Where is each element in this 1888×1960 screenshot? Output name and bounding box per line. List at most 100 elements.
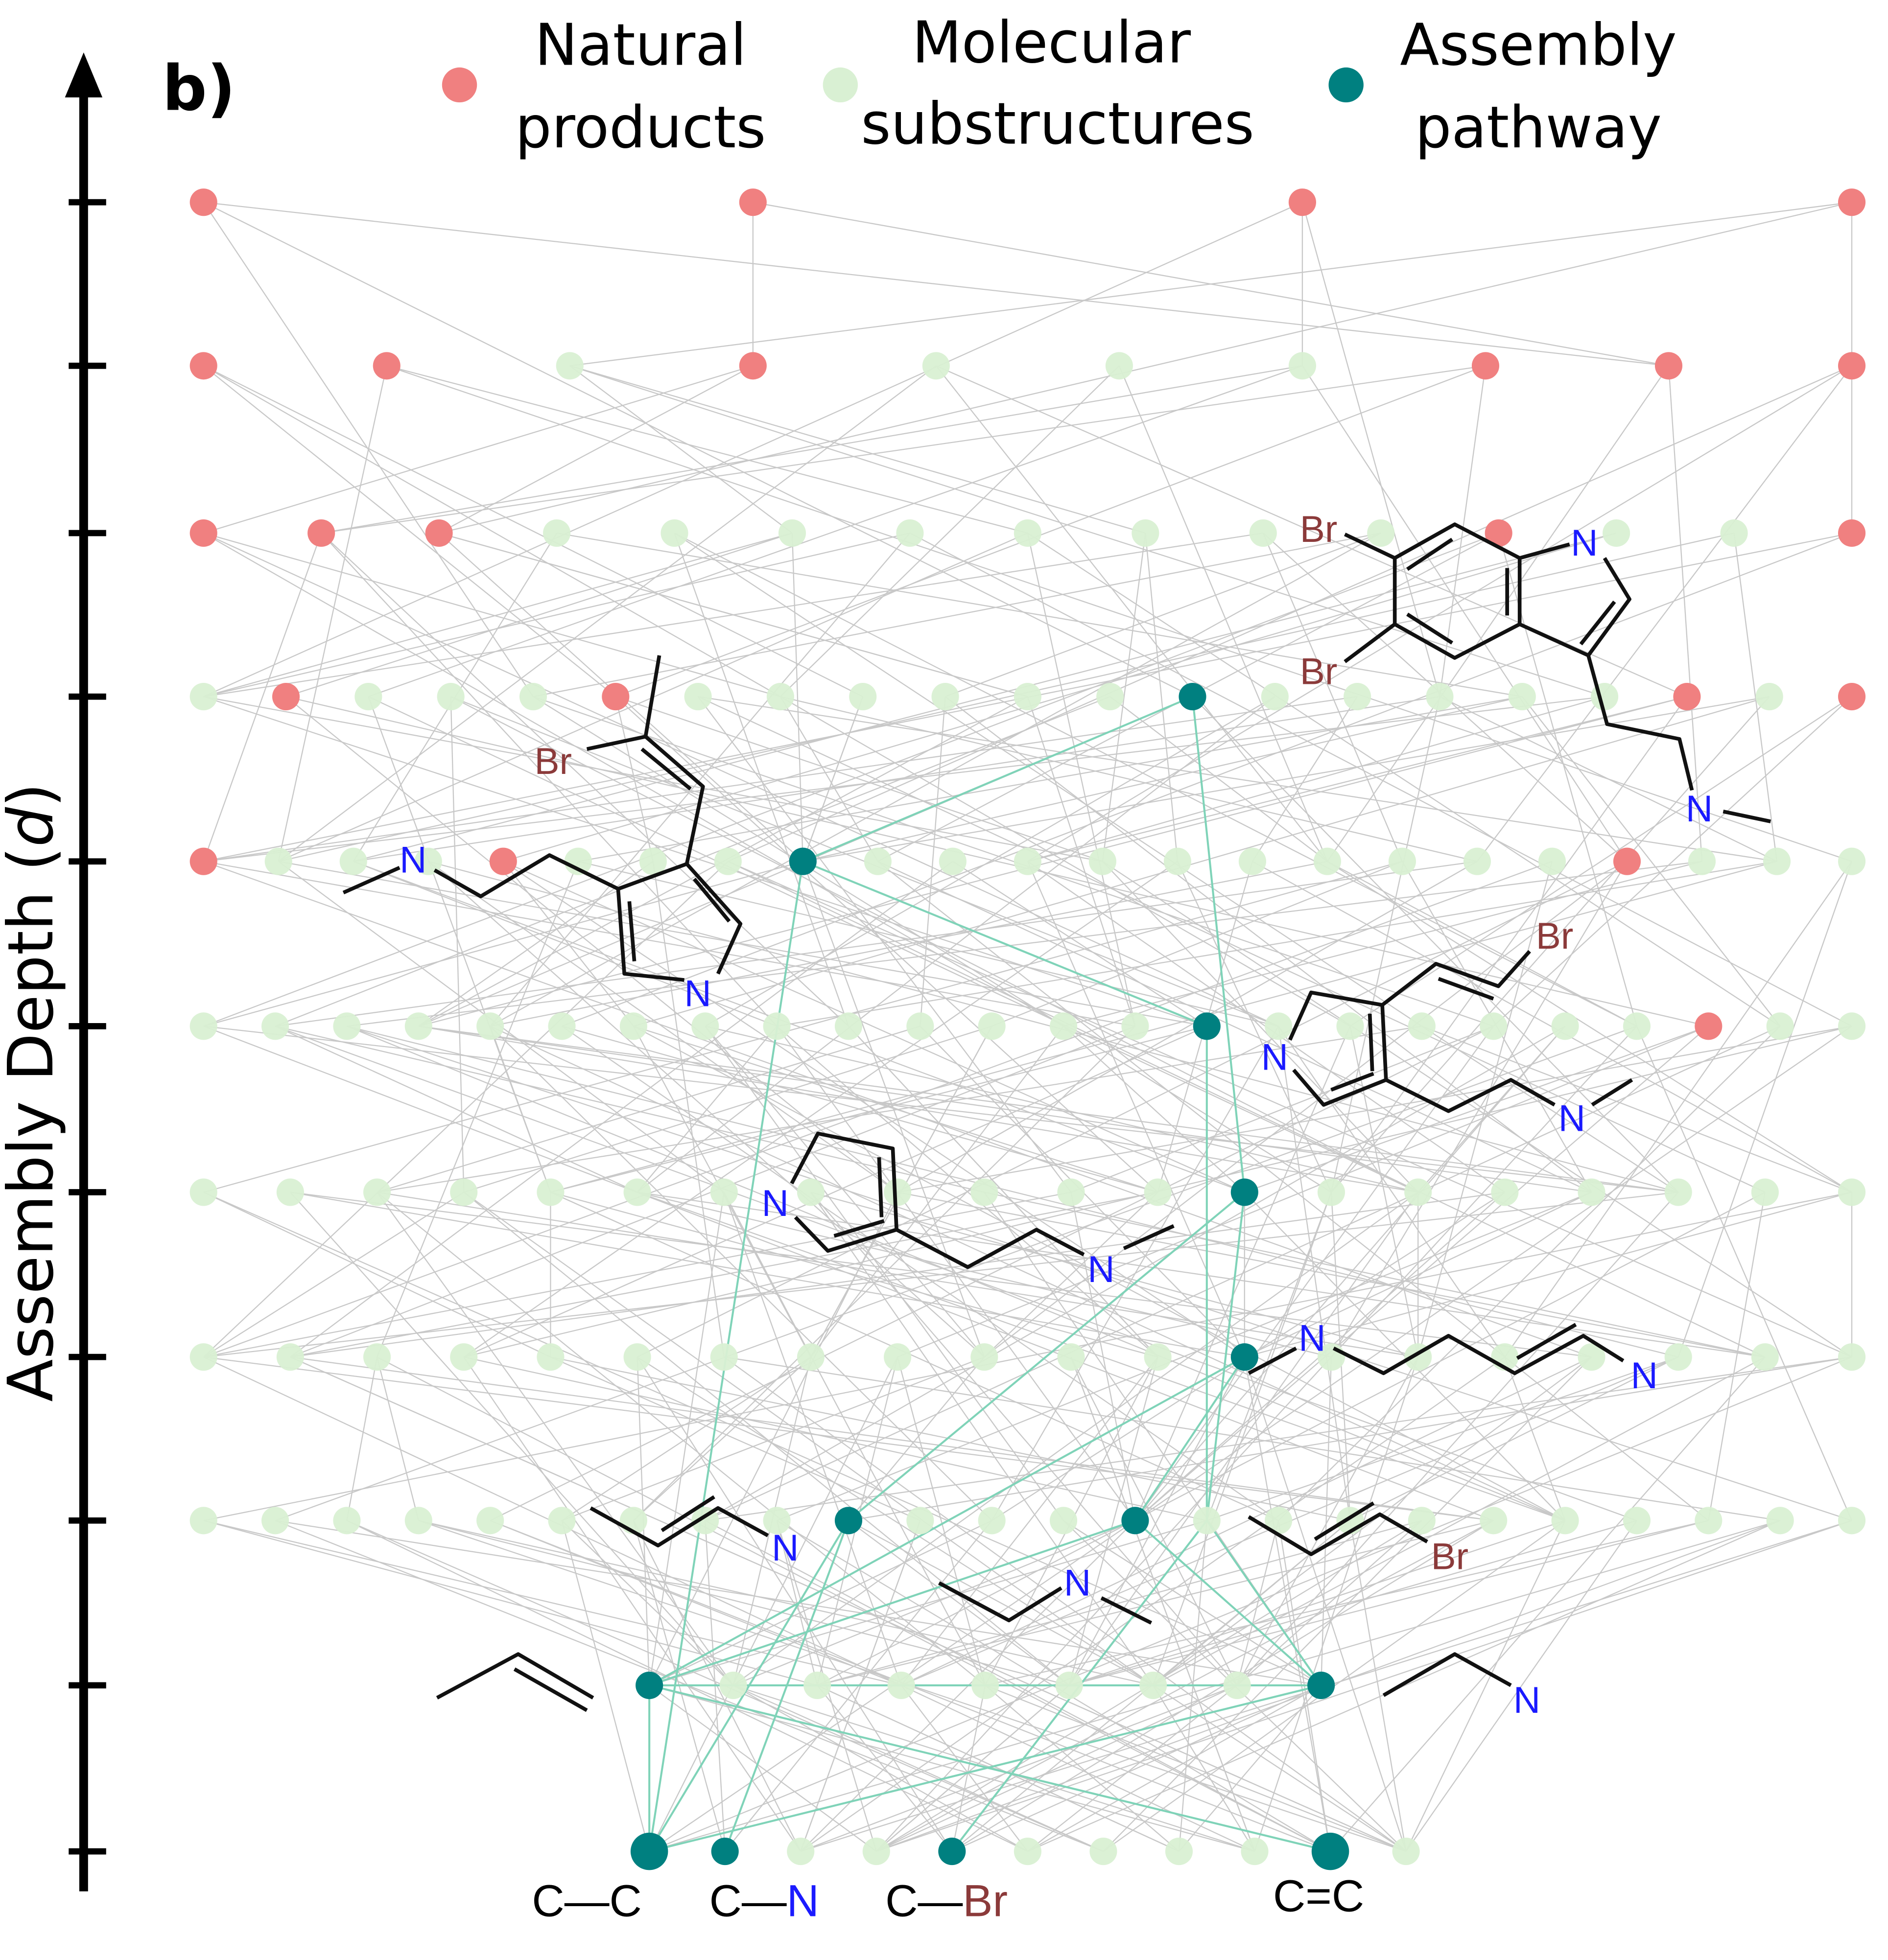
graph-edge [728,365,1852,862]
substructure-node [1144,1343,1172,1371]
pathway-edge [802,860,1207,1027]
molecule-pyrrole-ethylamine: N N [762,1131,1175,1290]
substructure-node [884,1343,912,1371]
graph-edge [909,532,1852,1027]
block-c-double-c: C=C [1273,1871,1364,1921]
pathway-edge [1206,1520,1322,1686]
graph-edge [203,861,1592,1358]
natural-product-node [602,683,630,711]
graph-edge [920,697,946,1027]
natural-product-node [1838,352,1866,380]
graph-edge [1331,1026,1637,1357]
graph-edge [203,861,1553,1358]
graph-edge [203,532,1263,698]
graph-edge [203,1191,464,1358]
graph-edge [1236,1191,1679,1686]
graph-edge [1278,1026,1781,1521]
substructure-node [1578,1178,1605,1206]
graph-edge [1421,1026,1679,1193]
substructure-node [970,1178,998,1206]
graph-edge [1301,202,1440,697]
graph-edge [1134,1026,1852,1521]
substructure-node [763,1507,791,1535]
natural-product-node [489,847,517,875]
substructure-node [1096,683,1124,711]
graph-edge [615,696,1103,862]
graph-edge [203,365,863,698]
pathway-node [1179,683,1206,711]
molecule-left-bromo-pyrrole: N N Br [342,655,743,1015]
graph-edge [203,1191,1322,1686]
graph-edge [848,1026,1158,1357]
graph-edge [203,365,781,698]
graph-edge [290,1191,734,1686]
substructure-node [333,1507,361,1535]
graph-edge [386,365,1028,534]
graph-edge [637,861,1628,1358]
svg-text:Br: Br [535,741,572,782]
axis-label: Assembly Depth (d) [0,783,68,1401]
svg-text:N: N [1064,1562,1091,1604]
graph-edge [1145,533,1179,862]
graph-edge [633,696,1770,1027]
substructure-node [1578,1343,1605,1371]
pathway-node [1307,1671,1335,1699]
graph-edge [1421,1026,1852,1193]
substructure-node [537,1178,565,1206]
svg-text:N: N [1298,1317,1325,1359]
pathway-node [1121,1507,1149,1535]
graph-edge [377,1026,1422,1193]
substructure-node [684,683,712,711]
graph-edge [203,533,322,862]
graph-edge [1417,861,1553,1357]
graph-edge [876,1520,1852,1852]
graph-edge [285,696,898,1193]
graph-edge [1244,1191,1592,1358]
substructure-node [1163,847,1191,875]
graph-edge [203,202,534,697]
graph-edge [439,202,1852,534]
graph-edge [561,1026,1279,1521]
graph-edge [1521,696,1781,1027]
substructure-node [834,1012,863,1040]
pathway-edge [802,696,1193,863]
graph-edge [1134,1026,1494,1521]
substructure-node [1688,847,1716,875]
graph-edge [1027,1520,1781,1852]
graph-edge [203,696,1103,862]
graph-edge [463,1191,1070,1686]
graph-edge [490,861,1328,1027]
graph-edge [1349,1356,1679,1521]
graph-edge [386,365,1852,862]
substructure-node [1261,683,1289,711]
graph-edge [945,532,1381,698]
graph-edge [780,696,1478,862]
graph-edge [637,1191,1332,1358]
legend-substructure-label-2: substructures [861,90,1254,157]
graph-edge [203,1520,818,1686]
graph-edge [1027,533,1136,1027]
graph-edge [562,532,1852,1027]
graph-edge [1027,696,1136,1027]
graph-edge [723,1192,902,1686]
graph-edge [1244,1191,1852,1358]
pathway-node [1311,1832,1349,1870]
graph-edge [984,1191,1158,1358]
graph-edge [901,1356,1592,1686]
graph-edge [278,532,1734,862]
legend-substructure-label: Molecular [912,9,1191,76]
molecule-structures: N N N Br N N N N N [342,509,1771,1721]
graph-edge [203,1520,901,1686]
substructure-node [1392,1838,1420,1866]
substructure-node [1193,1507,1221,1535]
graph-edge [1244,1356,1331,1852]
natural-product-node [739,352,767,380]
natural-product-node [1838,519,1866,547]
graph-edge [275,1026,638,1193]
graph-edge [633,1026,1566,1521]
substructure-node [1238,847,1266,875]
graph-edge [1063,1026,1245,1193]
substructure-node [1344,683,1371,711]
substructure-node [1838,1178,1866,1206]
